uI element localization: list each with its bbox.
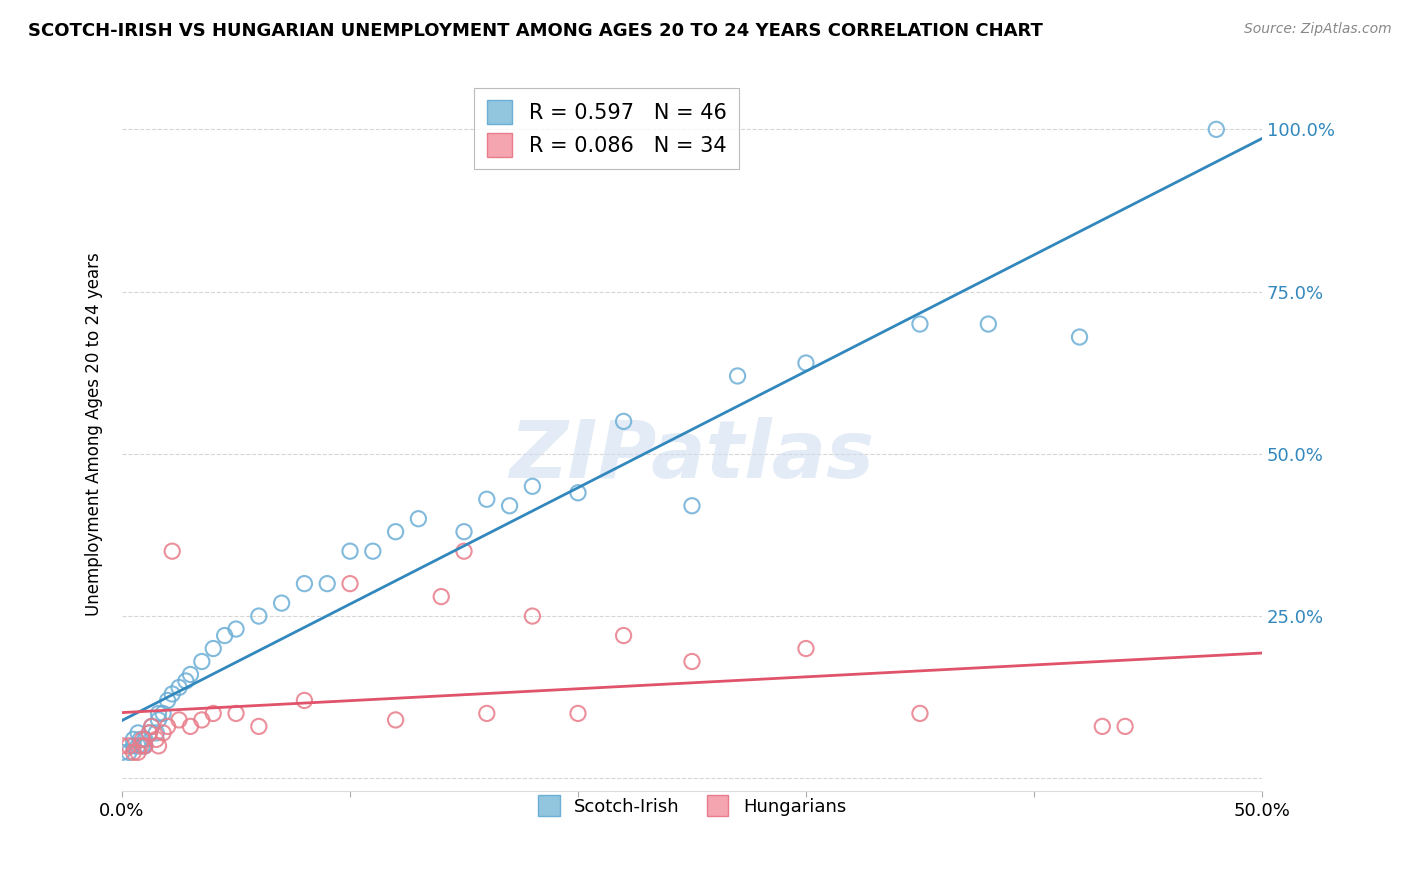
Point: [131, 739, 153, 753]
Point: [908, 317, 931, 331]
Text: Source: ZipAtlas.com: Source: ZipAtlas.com: [1244, 22, 1392, 37]
Point: [294, 693, 316, 707]
Point: [794, 641, 817, 656]
Point: [111, 745, 134, 759]
Point: [134, 739, 156, 753]
Point: [179, 667, 201, 681]
Point: [127, 745, 149, 759]
Point: [179, 719, 201, 733]
Point: [156, 693, 179, 707]
Point: [152, 726, 174, 740]
Point: [316, 576, 339, 591]
Point: [727, 368, 749, 383]
Point: [225, 706, 247, 721]
Point: [134, 732, 156, 747]
Point: [294, 576, 316, 591]
Point: [160, 544, 183, 558]
Point: [174, 673, 197, 688]
Point: [225, 622, 247, 636]
Point: [475, 492, 498, 507]
Point: [141, 719, 163, 733]
Text: SCOTCH-IRISH VS HUNGARIAN UNEMPLOYMENT AMONG AGES 20 TO 24 YEARS CORRELATION CHA: SCOTCH-IRISH VS HUNGARIAN UNEMPLOYMENT A…: [28, 22, 1043, 40]
Point: [122, 732, 145, 747]
Point: [1069, 330, 1091, 344]
Point: [384, 524, 406, 539]
Point: [522, 609, 544, 624]
Point: [613, 414, 636, 428]
Point: [794, 356, 817, 370]
Point: [681, 499, 703, 513]
Point: [270, 596, 292, 610]
Point: [129, 732, 152, 747]
Point: [148, 713, 170, 727]
Point: [361, 544, 384, 558]
Point: [127, 726, 149, 740]
Point: [214, 628, 236, 642]
Point: [111, 739, 134, 753]
Point: [453, 524, 475, 539]
Point: [134, 739, 156, 753]
Point: [167, 713, 190, 727]
Point: [202, 641, 225, 656]
Point: [148, 706, 170, 721]
Point: [129, 739, 152, 753]
Text: ZIPatlas: ZIPatlas: [509, 417, 875, 495]
Point: [384, 713, 406, 727]
Point: [156, 719, 179, 733]
Point: [1091, 719, 1114, 733]
Point: [145, 726, 167, 740]
Point: [908, 706, 931, 721]
Point: [167, 681, 190, 695]
Point: [1205, 122, 1227, 136]
Point: [430, 590, 453, 604]
Point: [475, 706, 498, 721]
Point: [339, 576, 361, 591]
Point: [122, 745, 145, 759]
Point: [681, 655, 703, 669]
Point: [138, 726, 160, 740]
Point: [131, 732, 153, 747]
Point: [191, 655, 214, 669]
Point: [127, 739, 149, 753]
Point: [1114, 719, 1136, 733]
Y-axis label: Unemployment Among Ages 20 to 24 years: Unemployment Among Ages 20 to 24 years: [86, 252, 103, 616]
Point: [191, 713, 214, 727]
Point: [247, 719, 270, 733]
Point: [138, 726, 160, 740]
Point: [141, 719, 163, 733]
Point: [977, 317, 1000, 331]
Point: [453, 544, 475, 558]
Point: [148, 739, 170, 753]
Point: [522, 479, 544, 493]
Point: [152, 706, 174, 721]
Point: [567, 485, 589, 500]
Point: [145, 732, 167, 747]
Point: [408, 512, 430, 526]
Point: [122, 739, 145, 753]
Point: [567, 706, 589, 721]
Legend: Scotch-Irish, Hungarians: Scotch-Irish, Hungarians: [529, 786, 855, 825]
Point: [202, 706, 225, 721]
Point: [498, 499, 520, 513]
Point: [247, 609, 270, 624]
Point: [339, 544, 361, 558]
Point: [160, 687, 183, 701]
Point: [613, 628, 636, 642]
Point: [118, 745, 141, 759]
Point: [118, 739, 141, 753]
